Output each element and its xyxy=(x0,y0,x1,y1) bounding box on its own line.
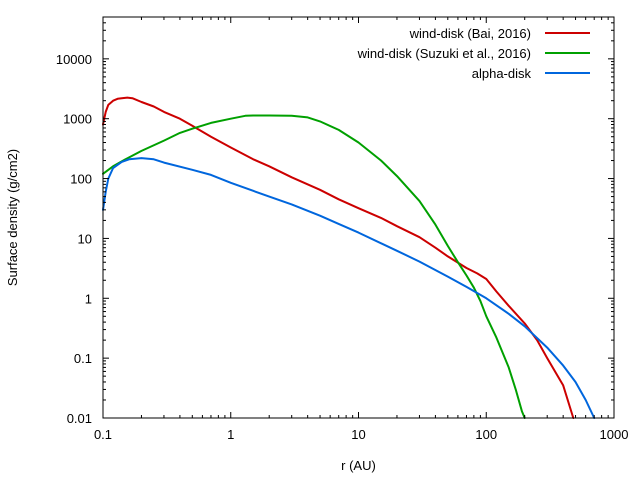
x-tick-label: 1 xyxy=(227,427,234,442)
plot-frame xyxy=(102,16,615,419)
y-tick-label: 10000 xyxy=(56,52,92,67)
y-tick-label: 0.01 xyxy=(67,411,92,426)
legend-label: wind-disk (Suzuki et al., 2016) xyxy=(357,46,531,61)
series-line-1 xyxy=(102,96,575,419)
legend-label: wind-disk (Bai, 2016) xyxy=(409,26,531,41)
series-line-2 xyxy=(102,114,526,419)
x-axis-label: r (AU) xyxy=(341,458,376,473)
series-line-3 xyxy=(102,157,596,419)
legend: wind-disk (Bai, 2016) wind-disk (Suzuki e… xyxy=(357,26,590,81)
y-tick-label: 0.1 xyxy=(74,351,92,366)
y-axis-label: Surface density (g/cm2) xyxy=(5,149,20,286)
y-tick-label: 1 xyxy=(85,291,92,306)
x-tick-label: 0.1 xyxy=(94,427,112,442)
x-tick-label: 10 xyxy=(351,427,365,442)
y-tick-label: 1000 xyxy=(63,112,92,127)
x-tick-label: 100 xyxy=(475,427,497,442)
series-layer xyxy=(102,96,596,419)
x-tick-label: 1000 xyxy=(600,427,629,442)
y-tick-label: 100 xyxy=(70,172,92,187)
y-tick-label: 10 xyxy=(78,231,92,246)
legend-label: alpha-disk xyxy=(472,66,532,81)
